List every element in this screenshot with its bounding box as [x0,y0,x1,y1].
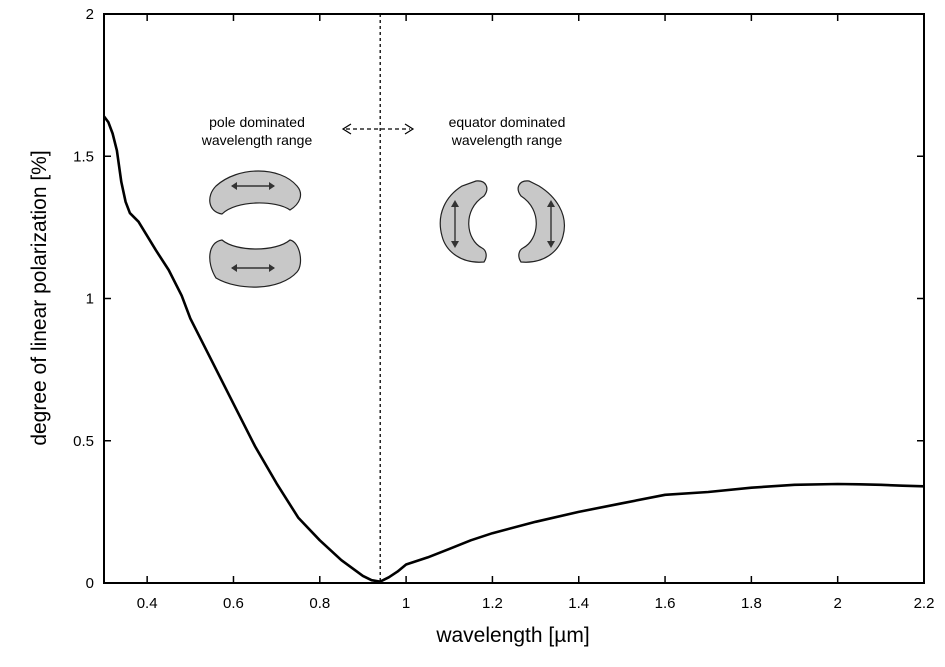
x-tick-label: 0.6 [223,595,244,612]
y-tick-label: 1 [86,291,94,308]
y-tick-label: 2 [86,6,94,23]
x-tick-label: 1.4 [568,595,589,612]
y-axis-title: degree of linear polarization [%] [28,150,51,445]
equator-annotation-line1: equator dominated [449,114,566,130]
plot-frame [103,13,925,584]
y-tick-label: 0 [86,575,94,592]
pole-annotation-line1: pole dominated [209,114,305,130]
x-tick-label: 0.8 [309,595,330,612]
x-tick-label: 1 [402,595,410,612]
equator-annotation-line2: wavelength range [451,132,563,148]
pole-bottom-crescent-icon [209,239,302,288]
pole-top-crescent-icon [209,170,302,215]
equator-right-crescent-icon [517,180,565,263]
x-tick-label: 2 [834,595,842,612]
y-tick-label: 1.5 [73,148,94,165]
equator-left-crescent-icon [439,180,488,263]
pole-annotation-line2: wavelength range [201,132,313,148]
dashed-double-arrow [341,123,415,135]
x-tick-label: 1.2 [482,595,503,612]
x-tick-label: 1.8 [741,595,762,612]
x-axis-title: wavelength [µm] [435,624,589,647]
x-tick-label: 0.4 [137,595,158,612]
y-tick-label: 0.5 [73,433,94,450]
polarization-series-line [102,115,925,583]
x-tick-label: 1.6 [655,595,676,612]
x-tick-label: 2.2 [914,595,935,612]
